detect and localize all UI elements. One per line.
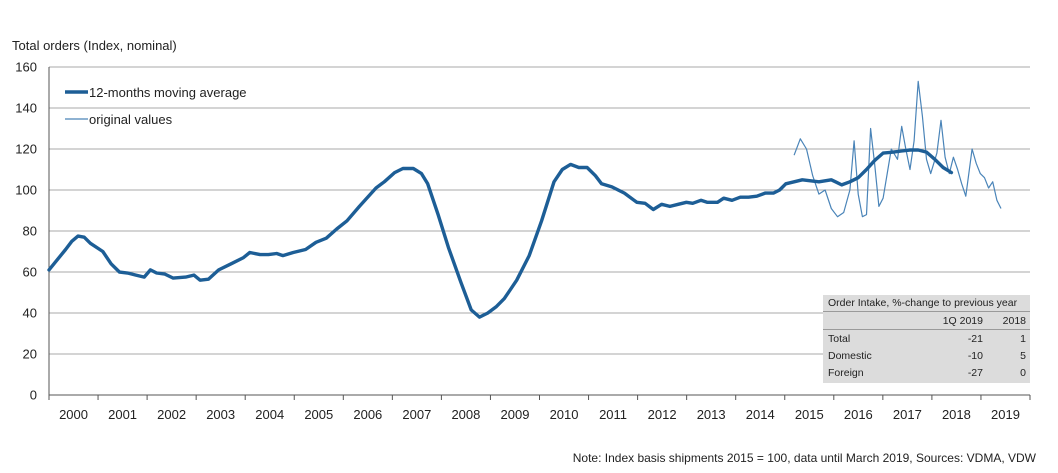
x-tick-label: 2009: [501, 407, 530, 422]
row-value-1q-2019: -21: [967, 333, 983, 345]
x-tick-label: 2008: [451, 407, 480, 422]
y-tick-label: 20: [23, 347, 37, 362]
x-tick-label: 2018: [942, 407, 971, 422]
source-note: Note: Index basis shipments 2015 = 100, …: [572, 451, 1036, 465]
x-tick-label: 2010: [550, 407, 579, 422]
column-header-1q-2019: 1Q 2019: [942, 315, 983, 327]
y-tick-label: 140: [15, 101, 37, 116]
x-tick-label: 2015: [795, 407, 824, 422]
x-tick-label: 2001: [108, 407, 137, 422]
row-value-1q-2019: -10: [967, 350, 983, 362]
legend-label-moving-average: 12-months moving average: [89, 85, 247, 100]
column-header-2018: 2018: [1002, 315, 1026, 327]
table-divider: [823, 329, 1030, 330]
x-tick-label: 2003: [206, 407, 235, 422]
x-tick-label: 2017: [893, 407, 922, 422]
y-tick-label: 160: [15, 60, 37, 75]
row-value-1q-2019: -27: [967, 367, 983, 379]
row-value-2018: 0: [1020, 367, 1026, 379]
row-label: Foreign: [828, 367, 864, 379]
row-value-2018: 1: [1020, 333, 1026, 345]
row-label: Total: [828, 333, 851, 345]
x-tick-label: 2002: [157, 407, 186, 422]
x-tick-label: 2006: [353, 407, 382, 422]
row-value-2018: 5: [1020, 350, 1026, 362]
y-tick-label: 60: [23, 265, 37, 280]
legend-label-original-values: original values: [89, 112, 173, 127]
table-row-total: Total -21 1: [823, 331, 1030, 347]
x-tick-label: 2019: [991, 407, 1020, 422]
order-intake-table-title: Order Intake, %-change to previous year: [828, 297, 1018, 309]
x-tick-label: 2016: [844, 407, 873, 422]
x-tick-label: 2005: [304, 407, 333, 422]
x-tick-label: 2011: [599, 407, 627, 422]
table-row-domestic: Domestic -10 5: [823, 348, 1030, 364]
y-tick-label: 0: [30, 388, 37, 403]
moving-average-line: [47, 148, 954, 319]
order-intake-table: Order Intake, %-change to previous year …: [823, 295, 1030, 383]
x-tick-label: 2013: [697, 407, 726, 422]
x-tick-label: 2014: [746, 407, 775, 422]
y-tick-label: 40: [23, 306, 37, 321]
x-tick-label: 2000: [59, 407, 88, 422]
table-row-foreign: Foreign -27 0: [823, 365, 1030, 381]
row-label: Domestic: [828, 350, 872, 362]
x-tick-label: 2004: [255, 407, 284, 422]
x-tick-label: 2012: [648, 407, 677, 422]
y-tick-label: 100: [15, 183, 37, 198]
y-axis-title: Total orders (Index, nominal): [12, 38, 177, 53]
y-tick-label: 120: [15, 142, 37, 157]
x-tick-label: 2007: [402, 407, 431, 422]
table-divider: [823, 311, 1030, 312]
table-header-row: 1Q 2019 2018: [823, 313, 1030, 329]
y-tick-label: 80: [23, 224, 37, 239]
